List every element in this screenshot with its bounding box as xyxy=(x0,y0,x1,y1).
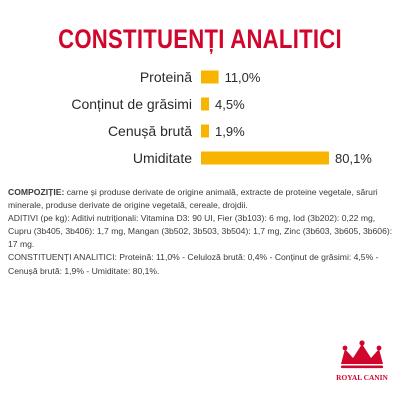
composition-paragraph: COMPOZIȚIE: carne și produse derivate de… xyxy=(8,186,396,212)
bar xyxy=(201,97,209,111)
category-label: Cenușă brută xyxy=(108,123,192,139)
crown-icon xyxy=(341,340,383,369)
category-label: Proteină xyxy=(140,69,192,85)
value-label: 1,9% xyxy=(215,124,245,139)
category-label: Conținut de grăsimi xyxy=(71,96,192,112)
value-label: 80,1% xyxy=(335,151,372,166)
category-label: Umiditate xyxy=(133,150,192,166)
ingredients-text: COMPOZIȚIE: carne și produse derivate de… xyxy=(8,186,396,278)
value-label: 11,0% xyxy=(225,70,261,85)
composition-heading: COMPOZIȚIE: xyxy=(8,187,65,197)
bar xyxy=(201,70,219,84)
nutrient-bar-chart: Proteină 11,0% Conținut de grăsimi 4,5% Cenu… xyxy=(71,69,372,166)
page-title: CONSTITUENȚI ANALITICI xyxy=(58,24,342,54)
bar xyxy=(201,124,209,138)
royal-canin-logo: ROYAL CANIN xyxy=(336,340,388,382)
analytical-paragraph: CONSTITUENȚI ANALITICI: Proteină: 11,0% … xyxy=(8,252,379,276)
composition-text: carne și produse derivate de origine ani… xyxy=(8,187,378,211)
logo-text: ROYAL CANIN xyxy=(336,373,388,382)
value-label: 4,5% xyxy=(215,97,245,112)
additives-paragraph: ADITIVI (pe kg): Aditivi nutriționali: V… xyxy=(8,213,393,250)
bar xyxy=(201,151,329,165)
